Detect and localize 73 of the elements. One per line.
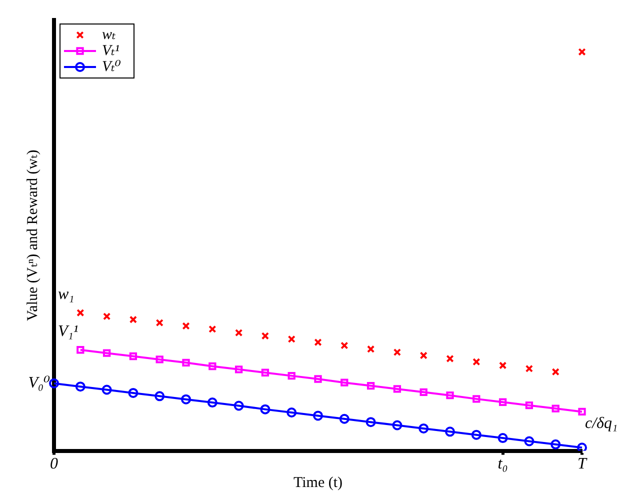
point [420,352,428,360]
point [366,345,375,353]
point [181,394,191,404]
annotation: w₁ [58,286,74,303]
x-tick-label: t₀ [498,456,508,473]
point [261,368,270,376]
point [445,426,455,437]
point [182,322,190,330]
x-tick-label: 0 [50,456,58,473]
point [76,346,84,354]
point [154,391,165,402]
point [472,395,480,403]
y-axis-title: Value (Vₜⁿ) and Reward (wₜ) [24,150,41,322]
point [75,382,86,392]
point [288,372,296,380]
point [524,436,534,446]
point [260,404,270,414]
point [498,433,508,444]
point [420,388,428,396]
point [234,400,244,411]
annotation: V₁¹ [58,323,78,340]
point [314,375,322,383]
annotation: V₀⁰ [28,374,51,392]
point [313,410,323,421]
point [128,388,138,398]
point [314,338,322,346]
point [471,430,482,440]
point [208,362,216,370]
point [208,325,216,333]
point [552,404,560,412]
point [393,348,402,356]
point [129,316,138,324]
point [577,442,587,451]
point [498,398,507,406]
point [525,402,534,410]
point [288,335,296,343]
point [393,385,402,393]
point [525,364,534,372]
point [550,439,561,450]
point [207,398,218,408]
point [498,362,507,370]
point [182,358,190,366]
annotation: c/δq₁ [585,414,618,432]
point [472,358,480,366]
point [578,408,586,416]
point [234,366,243,374]
point [129,352,138,360]
point [156,356,164,364]
point [102,312,111,320]
point [102,384,112,395]
legend-label: Vₜ¹ [102,42,120,59]
point [286,408,297,418]
legend-label: wₜ [102,26,116,43]
point [339,414,350,424]
point [446,392,454,400]
x-tick-label: T [578,456,588,473]
x-axis-title: Time (t) [293,474,343,491]
point [392,420,402,430]
point [366,417,376,428]
point [76,308,84,317]
point [340,378,348,386]
point [366,382,375,390]
point [234,328,243,337]
point [578,48,586,56]
point [49,378,59,388]
point [156,318,164,327]
point [340,342,348,350]
point [446,354,454,362]
point [552,368,560,376]
point [261,332,270,340]
legend-label: Vₜ⁰ [102,58,121,75]
point [418,423,429,434]
point [102,349,111,357]
